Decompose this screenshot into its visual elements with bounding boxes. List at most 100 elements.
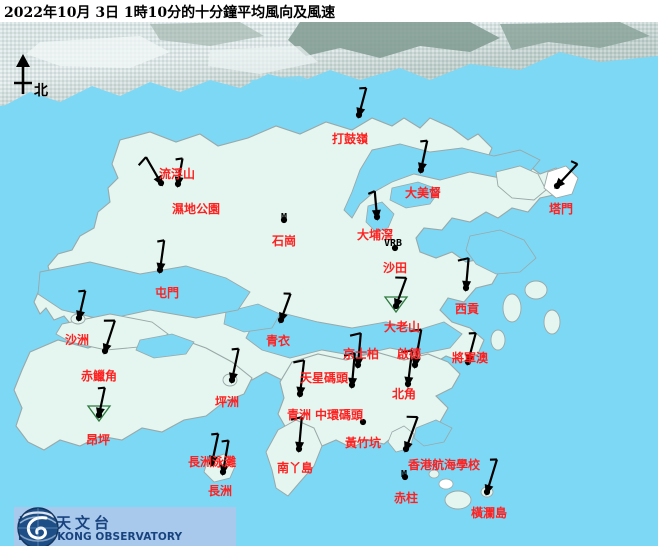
- hko-swirl-logo: [17, 507, 59, 546]
- wind-barb: [280, 216, 288, 224]
- north-arrow-icon: 北: [6, 52, 60, 99]
- barb-feather: [78, 289, 86, 293]
- station-label: 天星碼頭: [300, 371, 349, 385]
- station-label: 赤柱: [394, 491, 419, 505]
- barb-arrowhead: [356, 107, 366, 119]
- station-label: 大美督: [405, 186, 442, 200]
- station-triangle-marker: [383, 296, 409, 314]
- page-title: 2022年10月 3日 1時10分的十分鐘平均風向及風速: [4, 5, 336, 21]
- wind-barb: [228, 347, 240, 384]
- north-label: 北: [34, 83, 48, 99]
- barb-arrowhead: [465, 354, 475, 366]
- barb-feather: [570, 160, 578, 166]
- wind-barb: [402, 415, 419, 453]
- wind-barb: [410, 328, 423, 369]
- barb-arrowhead: [229, 372, 238, 384]
- wind-barb: [457, 257, 472, 292]
- barb-arrowhead: [348, 377, 358, 389]
- wind-barb: [383, 276, 409, 314]
- station-label: 將軍澳: [452, 351, 489, 365]
- hko-logo: 香港天文台 HONG KONG OBSERVATORY: [14, 507, 236, 546]
- barb-feather: [343, 352, 356, 357]
- barb-feather: [410, 328, 422, 333]
- station-label: 長洲泳灘: [188, 455, 237, 469]
- station-label: 青洲: [287, 408, 312, 422]
- station-label: 沙洲: [65, 333, 90, 347]
- barb-feather: [457, 257, 469, 262]
- calm-marker-label: M: [281, 212, 288, 223]
- barb-arrowhead: [462, 280, 472, 292]
- title-bar: 2022年10月 3日 1時10分的十分鐘平均風向及風速: [0, 0, 658, 22]
- station-label: 京士柏: [343, 347, 380, 361]
- wind-barb: [101, 319, 116, 355]
- barb-arrowhead: [279, 311, 288, 324]
- wind-barb: [137, 156, 165, 187]
- wind-barb: [464, 331, 477, 366]
- station-label: 青衣: [266, 334, 291, 348]
- station-label: 沙田: [383, 261, 408, 275]
- station-label: 石崗: [272, 234, 297, 248]
- barb-feather: [97, 386, 105, 390]
- barb-feather: [137, 156, 147, 166]
- station-label: 塔門: [549, 202, 574, 216]
- wind-barb: [86, 386, 112, 423]
- wind-barb: [359, 418, 367, 426]
- map-canvas[interactable]: 打鼓嶺 流浮山 濕地公園 大美督 塔門 石崗 大埔滘 沙田 屯門 西貢 沙洲 青衣 大老山 赤鱲角 京士柏 啟…: [0, 22, 658, 546]
- station-label: 大老山: [384, 320, 421, 334]
- calm-marker-label: VRB: [384, 238, 403, 249]
- barb-arrowhead: [418, 162, 427, 174]
- barb-arrowhead: [404, 440, 413, 453]
- wind-barb: [553, 160, 579, 190]
- wind-barb: [349, 332, 364, 369]
- barb-feather: [175, 157, 183, 161]
- wind-barb: [75, 289, 87, 322]
- barb-arrowhead: [394, 297, 403, 310]
- hongkong-land: [33, 117, 579, 381]
- wind-barb: [290, 416, 305, 453]
- barb-feather: [293, 359, 305, 364]
- barb-arrowhead: [554, 177, 566, 189]
- barb-feather: [367, 190, 376, 195]
- station-triangle-marker: [86, 405, 112, 423]
- hko-logo-english: HONG KONG OBSERVATORY: [18, 530, 183, 543]
- wind-barb: [156, 239, 166, 274]
- barb-arrowhead: [209, 455, 218, 467]
- station-dot: [391, 244, 399, 252]
- station-label: 赤鱲角: [81, 369, 118, 383]
- wind-barb: [343, 352, 358, 389]
- wind-barb: [208, 432, 220, 467]
- station-label: 西貢: [455, 302, 480, 316]
- barb-arrowhead: [411, 357, 421, 369]
- barb-arrowhead: [153, 174, 163, 187]
- calm-marker-label: M: [401, 469, 408, 480]
- station-label: 南丫島: [277, 461, 314, 475]
- barb-feather: [211, 432, 219, 436]
- barb-arrowhead: [102, 342, 112, 355]
- barb-arrowhead: [174, 176, 184, 188]
- wind-barb: [174, 157, 184, 188]
- station-label: 坪洲: [215, 395, 240, 409]
- wind-barb: [483, 458, 498, 496]
- barb-feather: [401, 349, 413, 354]
- station-label: 屯門: [155, 286, 180, 300]
- station-label: 濕地公園: [172, 202, 221, 216]
- wind-barb: [367, 190, 381, 221]
- mainland-satellite: [0, 22, 658, 150]
- barb-arrowhead: [76, 310, 85, 322]
- barb-feather: [349, 332, 362, 337]
- map-geography: [0, 22, 658, 546]
- barb-feather: [420, 139, 428, 143]
- station-label: 黃竹坑: [345, 436, 382, 450]
- station-label: 打鼓嶺: [332, 132, 369, 146]
- barb-arrowhead: [354, 357, 364, 369]
- wind-barb: [417, 139, 429, 174]
- station-dot: [280, 216, 288, 224]
- wind-barb-layer: [75, 86, 579, 496]
- station-label: 橫瀾島: [471, 506, 508, 520]
- barb-arrowhead: [96, 407, 105, 419]
- barb-feather: [221, 439, 229, 443]
- barb-arrowhead: [404, 376, 414, 388]
- barb-arrowhead: [296, 386, 306, 398]
- barb-feather: [231, 347, 239, 351]
